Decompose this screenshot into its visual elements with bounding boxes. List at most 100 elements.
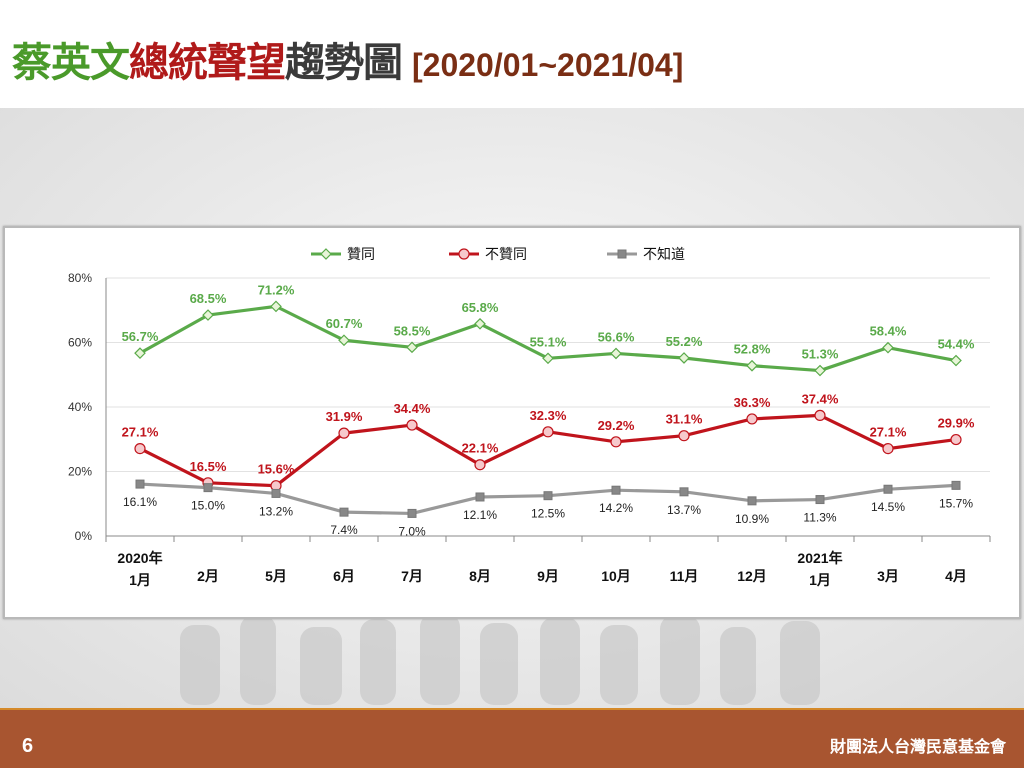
data-point <box>542 352 554 365</box>
data-label: 27.1% <box>122 425 159 440</box>
x-tick-label: 9月 <box>537 568 559 584</box>
data-point <box>814 364 826 377</box>
y-tick-label: 0% <box>75 529 93 543</box>
data-label: 13.2% <box>259 504 293 518</box>
data-point <box>678 352 690 364</box>
data-label: 56.6% <box>598 329 635 344</box>
data-point <box>134 347 146 359</box>
data-point <box>679 487 689 497</box>
approval-trend-chart: 0% 20% 40% 60% 80% 2020年 1月 2月 5月 6月 7月 8月 9月 10月 11月 1… <box>68 246 991 588</box>
data-point <box>678 430 690 442</box>
data-label: 68.5% <box>190 291 227 306</box>
x-tick-label: 11月 <box>670 568 699 584</box>
data-point <box>950 354 962 367</box>
data-label: 10.9% <box>735 512 769 526</box>
data-label: 58.5% <box>394 323 431 338</box>
data-label: 15.0% <box>191 499 225 513</box>
crowd-silhouette-decoration <box>180 613 820 705</box>
organization-name: 財團法人台灣民意基金會 <box>829 737 1006 756</box>
data-point <box>271 488 281 498</box>
data-point <box>406 419 418 431</box>
data-point <box>815 495 825 505</box>
x-tick-label: 3月 <box>877 568 899 584</box>
legend-label-2: 不知道 <box>643 246 685 262</box>
y-tick-label: 80% <box>68 271 92 285</box>
data-point <box>950 433 962 446</box>
data-label: 71.2% <box>258 282 295 297</box>
data-point <box>883 484 893 494</box>
data-point <box>610 436 622 448</box>
data-point <box>610 347 622 360</box>
legend-label-1: 不贊同 <box>485 246 527 262</box>
data-label: 60.7% <box>326 316 363 331</box>
x-tick-label: 10月 <box>601 568 631 584</box>
title-subject: 總統聲望 <box>129 40 286 86</box>
data-point <box>882 341 894 354</box>
page-number: 6 <box>22 735 34 757</box>
data-label: 58.4% <box>870 324 907 339</box>
data-label: 27.1% <box>870 425 907 440</box>
data-label: 12.1% <box>463 508 497 522</box>
x-tick-label: 8月 <box>469 568 491 584</box>
y-tick-label: 60% <box>68 336 92 350</box>
data-label: 34.4% <box>394 401 431 416</box>
data-label: 65.8% <box>462 300 499 315</box>
x-tick-label: 5月 <box>265 568 287 584</box>
chart-panel: 0% 20% 40% 60% 80% 2020年 1月 2月 5月 6月 7月 8月 9月 10月 11月 1… <box>3 226 1021 619</box>
data-point <box>270 300 282 313</box>
legend-marker-2 <box>617 249 627 259</box>
legend-marker-0 <box>320 248 332 260</box>
data-point <box>135 479 145 489</box>
x-tick-label: 7月 <box>401 568 423 584</box>
data-label: 14.2% <box>599 501 633 515</box>
data-label: 7.0% <box>398 524 426 538</box>
data-point <box>746 413 758 425</box>
x-tick-label: 4月 <box>945 568 967 584</box>
data-point <box>747 496 757 506</box>
data-label: 55.2% <box>666 334 703 349</box>
title-date-range: [2020/01~2021/04] <box>412 47 684 83</box>
data-point <box>406 341 418 354</box>
x-tick-label: 1月 <box>129 572 151 588</box>
data-label: 15.7% <box>939 496 973 510</box>
data-label: 29.2% <box>598 418 635 433</box>
y-tick-label: 40% <box>68 400 92 414</box>
x-tick-label-year: 2021年 <box>797 550 842 566</box>
data-point <box>543 491 553 501</box>
data-label: 56.7% <box>122 329 159 344</box>
data-label: 29.9% <box>938 416 975 431</box>
data-label: 32.3% <box>530 408 567 423</box>
data-label: 15.6% <box>258 462 295 477</box>
x-tick-label: 6月 <box>333 568 355 584</box>
data-point <box>951 480 961 490</box>
data-point <box>746 359 758 372</box>
data-label: 54.4% <box>938 337 975 352</box>
data-label: 31.1% <box>666 412 703 427</box>
title-bar: 蔡英文總統聲望趨勢圖 [2020/01~2021/04] <box>0 0 1024 108</box>
data-point <box>611 485 621 495</box>
y-tick-label: 20% <box>68 465 92 479</box>
title-suffix: 趨勢圖 <box>285 40 403 86</box>
data-label: 14.5% <box>871 500 905 514</box>
data-point <box>338 427 350 439</box>
data-label: 7.4% <box>330 523 358 537</box>
data-point <box>474 317 486 330</box>
data-point <box>339 507 349 517</box>
title-name: 蔡英文 <box>12 40 130 86</box>
data-point <box>542 426 554 438</box>
legend-label-0: 贊同 <box>347 246 375 262</box>
data-label: 16.5% <box>190 459 227 474</box>
data-point <box>407 508 417 518</box>
data-point <box>203 483 213 493</box>
data-label: 31.9% <box>326 409 363 424</box>
data-label: 55.1% <box>530 334 567 349</box>
data-point <box>474 459 486 471</box>
data-point <box>338 334 350 347</box>
data-label: 12.5% <box>531 507 565 521</box>
x-tick-label: 12月 <box>737 568 767 584</box>
data-label: 13.7% <box>667 503 701 517</box>
data-point <box>882 443 894 455</box>
x-tick-label: 2月 <box>197 568 219 584</box>
legend-marker-1 <box>458 248 470 260</box>
data-label: 52.8% <box>734 342 771 357</box>
